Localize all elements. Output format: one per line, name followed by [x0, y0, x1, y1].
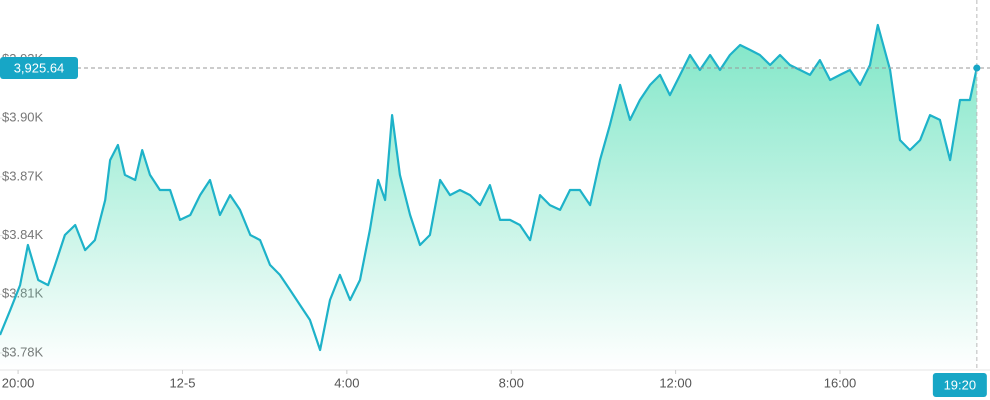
- y-tick-label: $3.90K: [2, 110, 44, 125]
- time-tag: 19:20: [932, 373, 987, 397]
- time-tag-box: [932, 373, 987, 397]
- x-tick-label: 8:00: [499, 375, 524, 390]
- x-tick-label: 12:00: [659, 375, 692, 390]
- y-tick-label: $3.84K: [2, 227, 44, 242]
- price-tag-label: 3,925.64: [14, 60, 65, 75]
- x-tick-label: 4:00: [334, 375, 359, 390]
- x-tick-label: 20:00: [2, 375, 35, 390]
- time-tag-label: 19:20: [944, 377, 977, 392]
- x-tick-label: 16:00: [824, 375, 857, 390]
- price-tag: 3,925.64: [0, 57, 78, 80]
- y-tick-label: $3.87K: [2, 168, 44, 183]
- line: [0, 23, 978, 352]
- crosshair-dot: [973, 64, 981, 72]
- area: [0, 25, 977, 370]
- price-tag-box: [0, 57, 78, 80]
- x-tick-label: 12-5: [169, 375, 195, 390]
